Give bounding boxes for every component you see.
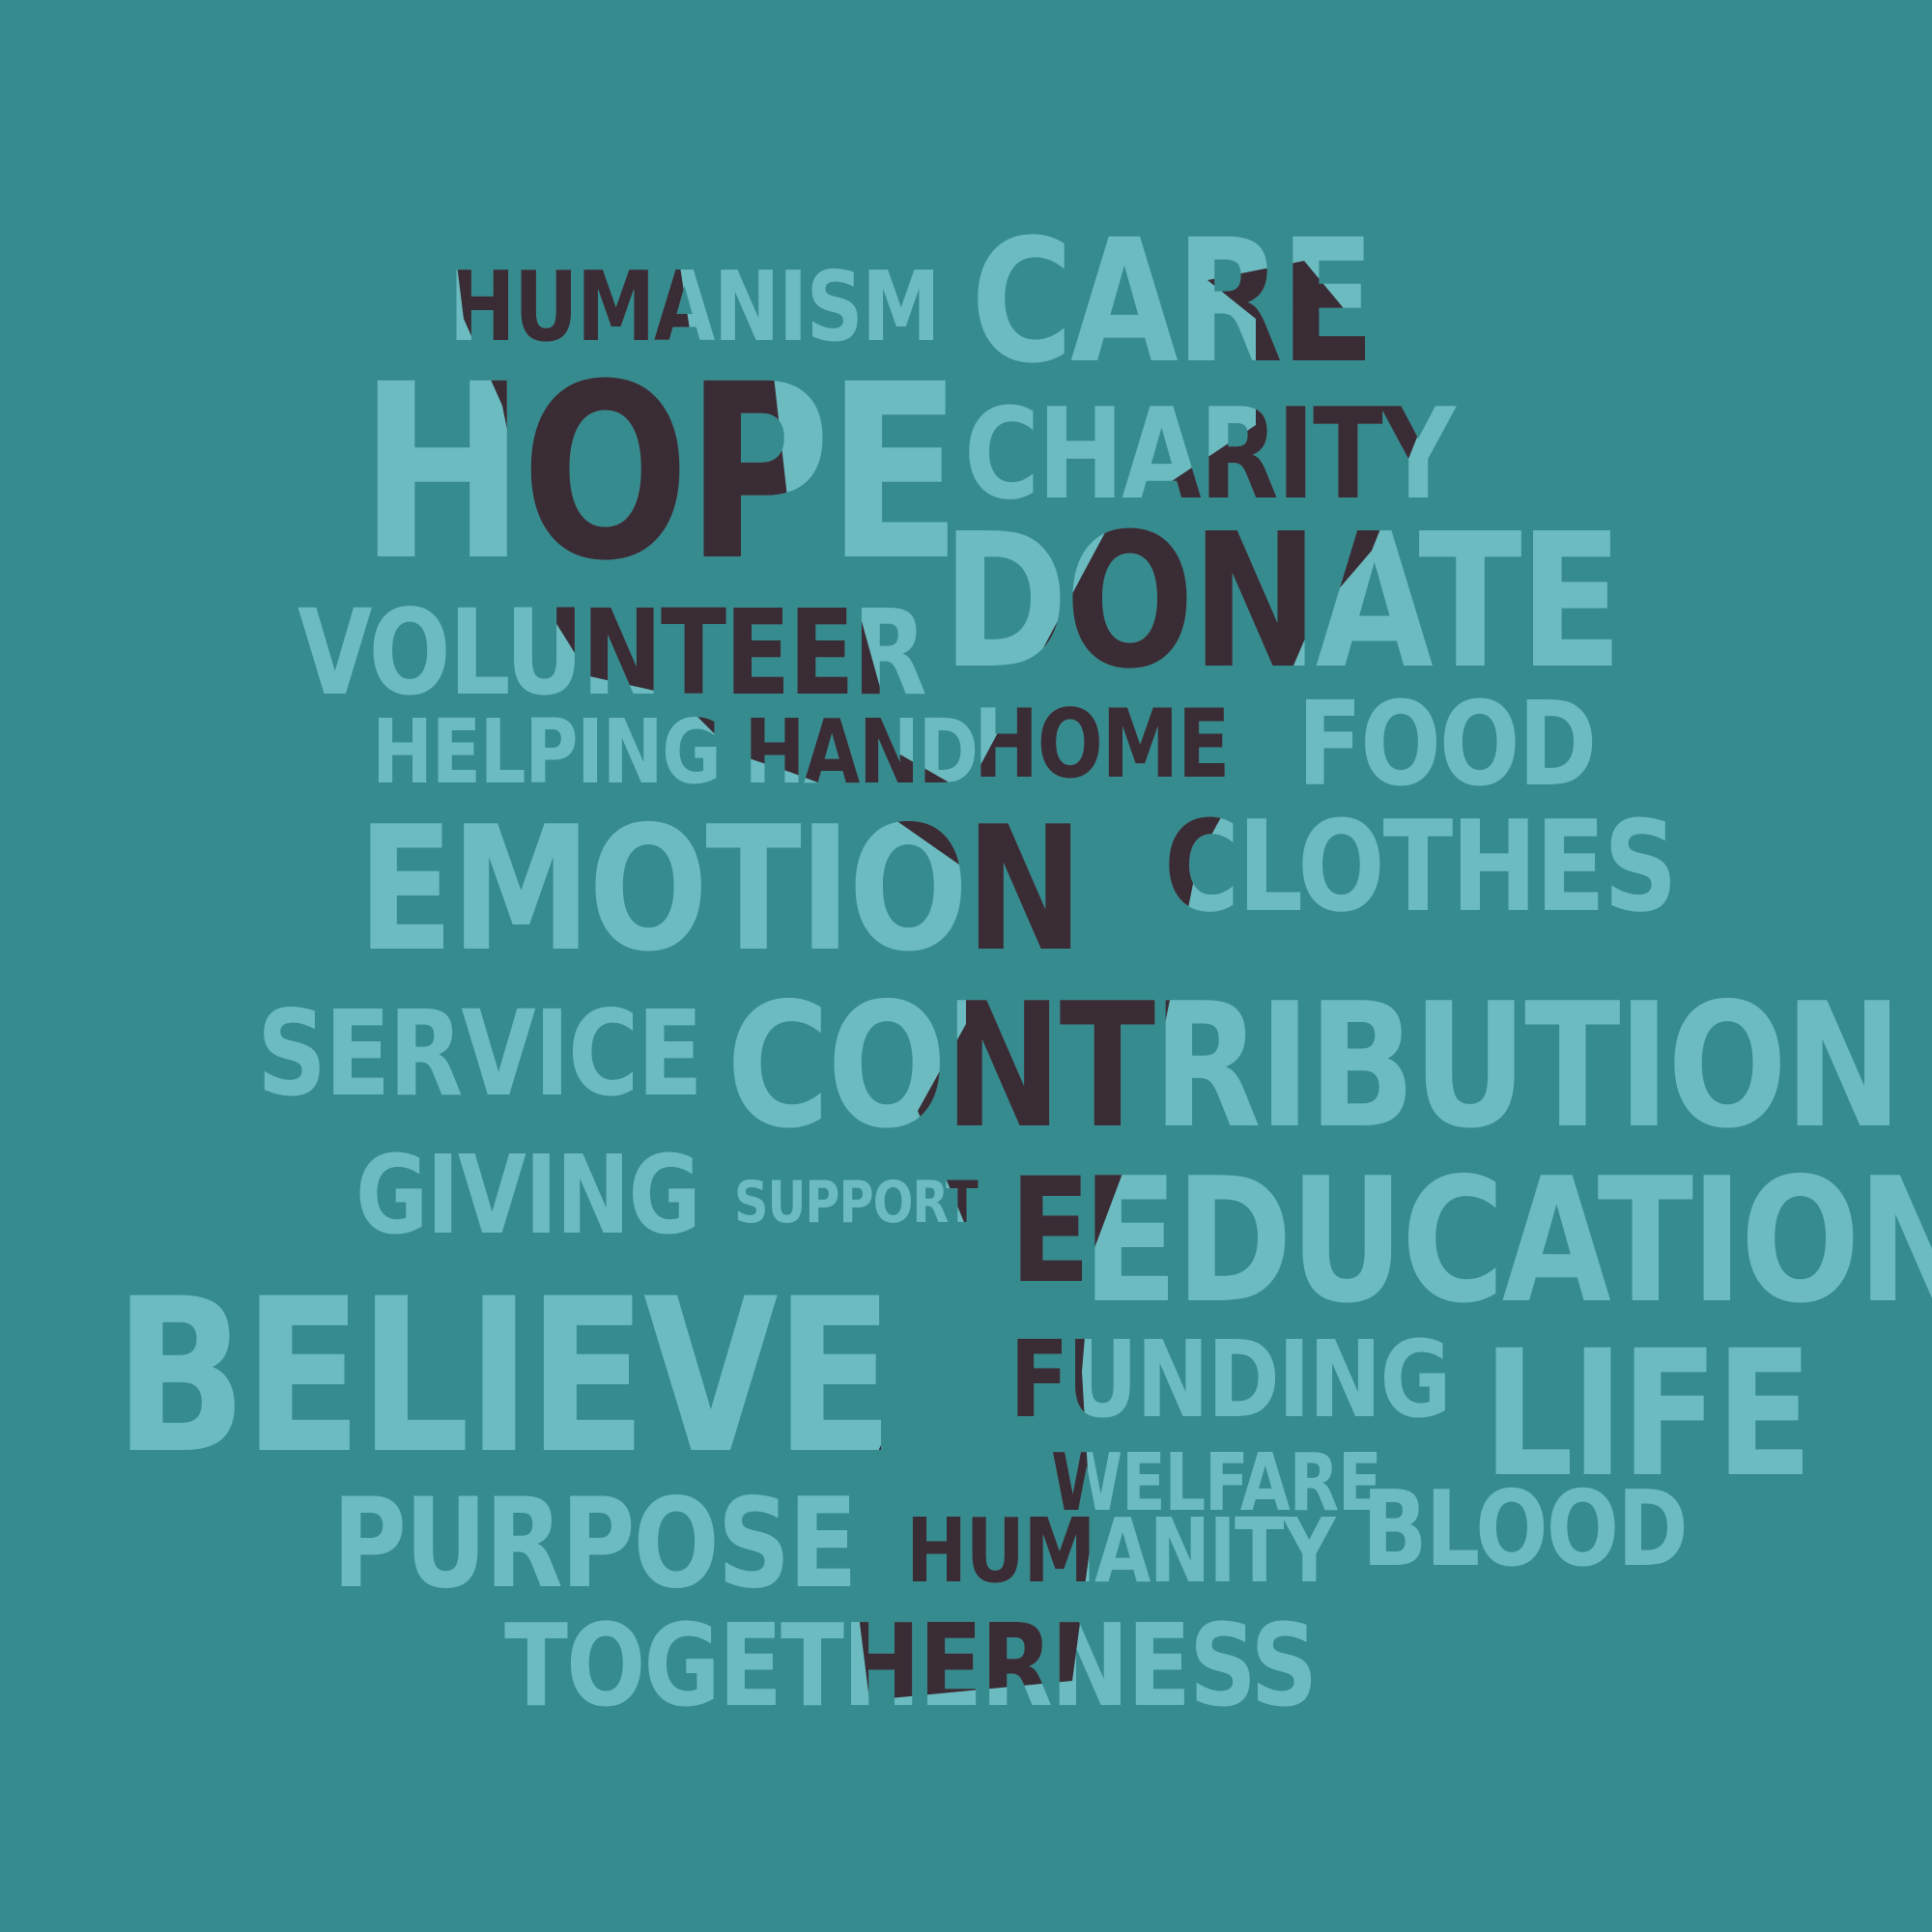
word-charity: CHARITY [964, 381, 1456, 527]
word-food: FOOD [1297, 678, 1597, 812]
word-humanity: HUMANITY [906, 1499, 1336, 1603]
word-clothes: CLOTHES [1164, 793, 1678, 940]
word-humanism: HUMANISM [449, 250, 941, 363]
word-hope: HOPE [359, 332, 962, 613]
word-e-dark: E [1009, 1148, 1089, 1316]
word-contribution: CONTRIBUTION [726, 966, 1902, 1166]
word-funding: FUNDING [1009, 1318, 1451, 1441]
word-service: SERVICE [257, 985, 703, 1122]
word-emotion: EMOTION [357, 789, 1084, 989]
word-e: E [1009, 1148, 1091, 1316]
word-donate: DONATE [942, 495, 1623, 710]
word-volunteer: VOLUNTEER [298, 584, 927, 722]
word-believe: BELIEVE [114, 1253, 894, 1500]
word-life: LIFE [1483, 1314, 1813, 1516]
word-support: SUPPORT [734, 1169, 979, 1236]
word-care: CARE [971, 203, 1376, 401]
word-giving: GIVING [355, 1133, 701, 1259]
word-togetherness: TOGETHERNESS [504, 1599, 1318, 1732]
word-home: HOME [974, 690, 1231, 800]
word-purpose: PURPOSE [332, 1472, 858, 1616]
word-blood: BLOOD [1362, 1469, 1689, 1590]
word-home-dark: HOME [974, 690, 1230, 800]
word-education: EDUCATION [1082, 1141, 1932, 1341]
word-helping-hand: HELPING HAND [372, 700, 979, 804]
word-welfare: WELFARE [1051, 1437, 1382, 1529]
